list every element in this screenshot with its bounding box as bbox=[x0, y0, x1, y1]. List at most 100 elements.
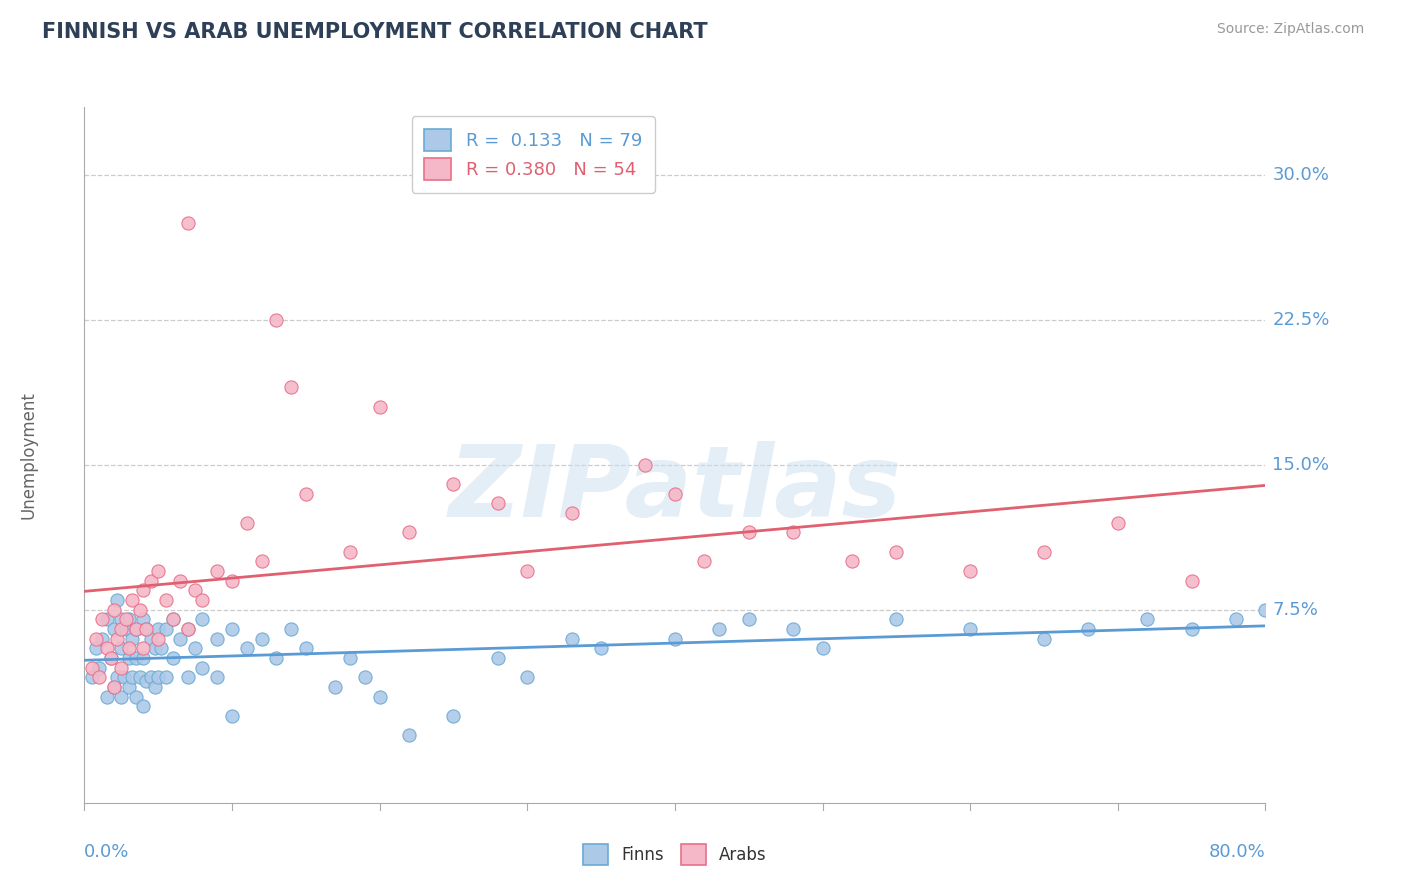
Point bbox=[139, 632, 162, 646]
Point bbox=[886, 612, 908, 626]
Point bbox=[105, 592, 128, 607]
Point bbox=[841, 554, 863, 568]
Point bbox=[205, 670, 228, 684]
Text: 7.5%: 7.5% bbox=[1272, 600, 1319, 618]
Point bbox=[155, 592, 177, 607]
Point bbox=[103, 680, 125, 694]
Point bbox=[96, 612, 118, 626]
Point bbox=[1107, 516, 1129, 530]
Point bbox=[1225, 612, 1247, 626]
Point bbox=[91, 612, 114, 626]
Point bbox=[191, 592, 214, 607]
Point bbox=[132, 583, 155, 598]
Point bbox=[110, 641, 132, 656]
Point bbox=[121, 632, 143, 646]
Point bbox=[782, 525, 804, 540]
Point bbox=[441, 476, 464, 491]
Text: FINNISH VS ARAB UNEMPLOYMENT CORRELATION CHART: FINNISH VS ARAB UNEMPLOYMENT CORRELATION… bbox=[42, 22, 707, 42]
Point bbox=[155, 622, 177, 636]
Point bbox=[125, 622, 148, 636]
Point bbox=[114, 612, 136, 626]
Point bbox=[184, 583, 207, 598]
Point bbox=[560, 506, 583, 520]
Point bbox=[132, 612, 155, 626]
Point bbox=[295, 486, 318, 500]
Point bbox=[634, 458, 657, 472]
Point bbox=[280, 622, 302, 636]
Text: ZIPatlas: ZIPatlas bbox=[449, 442, 901, 538]
Point bbox=[235, 641, 259, 656]
Point bbox=[132, 641, 155, 656]
Text: Unemployment: Unemployment bbox=[20, 391, 37, 519]
Point bbox=[205, 564, 228, 578]
Point bbox=[80, 660, 103, 674]
Point bbox=[132, 651, 155, 665]
Point bbox=[782, 622, 804, 636]
Point bbox=[738, 612, 761, 626]
Point bbox=[135, 622, 157, 636]
Point bbox=[103, 602, 125, 616]
Point bbox=[139, 670, 162, 684]
Point bbox=[121, 670, 143, 684]
Point bbox=[132, 699, 155, 714]
Point bbox=[169, 574, 191, 588]
Point bbox=[177, 670, 200, 684]
Point bbox=[339, 651, 361, 665]
Point bbox=[169, 632, 191, 646]
Point bbox=[295, 641, 318, 656]
Point bbox=[135, 674, 157, 689]
Point bbox=[112, 670, 135, 684]
Point bbox=[1136, 612, 1159, 626]
Point bbox=[125, 651, 148, 665]
Point bbox=[87, 660, 111, 674]
Point bbox=[148, 632, 170, 646]
Point bbox=[96, 641, 118, 656]
Point bbox=[118, 641, 141, 656]
Point bbox=[591, 641, 613, 656]
Point bbox=[100, 651, 122, 665]
Point bbox=[441, 708, 464, 723]
Point bbox=[105, 632, 128, 646]
Point bbox=[221, 574, 243, 588]
Point bbox=[516, 564, 538, 578]
Point bbox=[129, 670, 152, 684]
Point bbox=[110, 690, 132, 704]
Point bbox=[486, 496, 509, 510]
Point bbox=[148, 670, 170, 684]
Text: 22.5%: 22.5% bbox=[1272, 310, 1330, 328]
Text: 30.0%: 30.0% bbox=[1272, 166, 1329, 184]
Point bbox=[118, 680, 141, 694]
Point bbox=[664, 486, 686, 500]
Point bbox=[143, 641, 166, 656]
Point bbox=[103, 622, 125, 636]
Point bbox=[368, 400, 391, 414]
Point bbox=[1254, 602, 1277, 616]
Point bbox=[84, 641, 107, 656]
Point bbox=[264, 651, 288, 665]
Point bbox=[96, 690, 118, 704]
Text: 80.0%: 80.0% bbox=[1209, 843, 1265, 861]
Point bbox=[264, 312, 288, 326]
Text: 15.0%: 15.0% bbox=[1272, 456, 1330, 474]
Point bbox=[110, 622, 132, 636]
Point bbox=[110, 612, 132, 626]
Point bbox=[886, 544, 908, 558]
Point bbox=[118, 612, 141, 626]
Point bbox=[162, 651, 184, 665]
Point bbox=[143, 680, 166, 694]
Point bbox=[205, 632, 228, 646]
Point bbox=[1180, 574, 1202, 588]
Point bbox=[811, 641, 834, 656]
Point bbox=[486, 651, 509, 665]
Point bbox=[177, 216, 200, 230]
Point bbox=[121, 592, 143, 607]
Point bbox=[323, 680, 347, 694]
Point bbox=[693, 554, 716, 568]
Point bbox=[105, 670, 128, 684]
Text: 0.0%: 0.0% bbox=[84, 843, 129, 861]
Point bbox=[110, 660, 132, 674]
Point bbox=[250, 632, 273, 646]
Point bbox=[398, 728, 420, 742]
Point bbox=[221, 708, 243, 723]
Point bbox=[339, 544, 361, 558]
